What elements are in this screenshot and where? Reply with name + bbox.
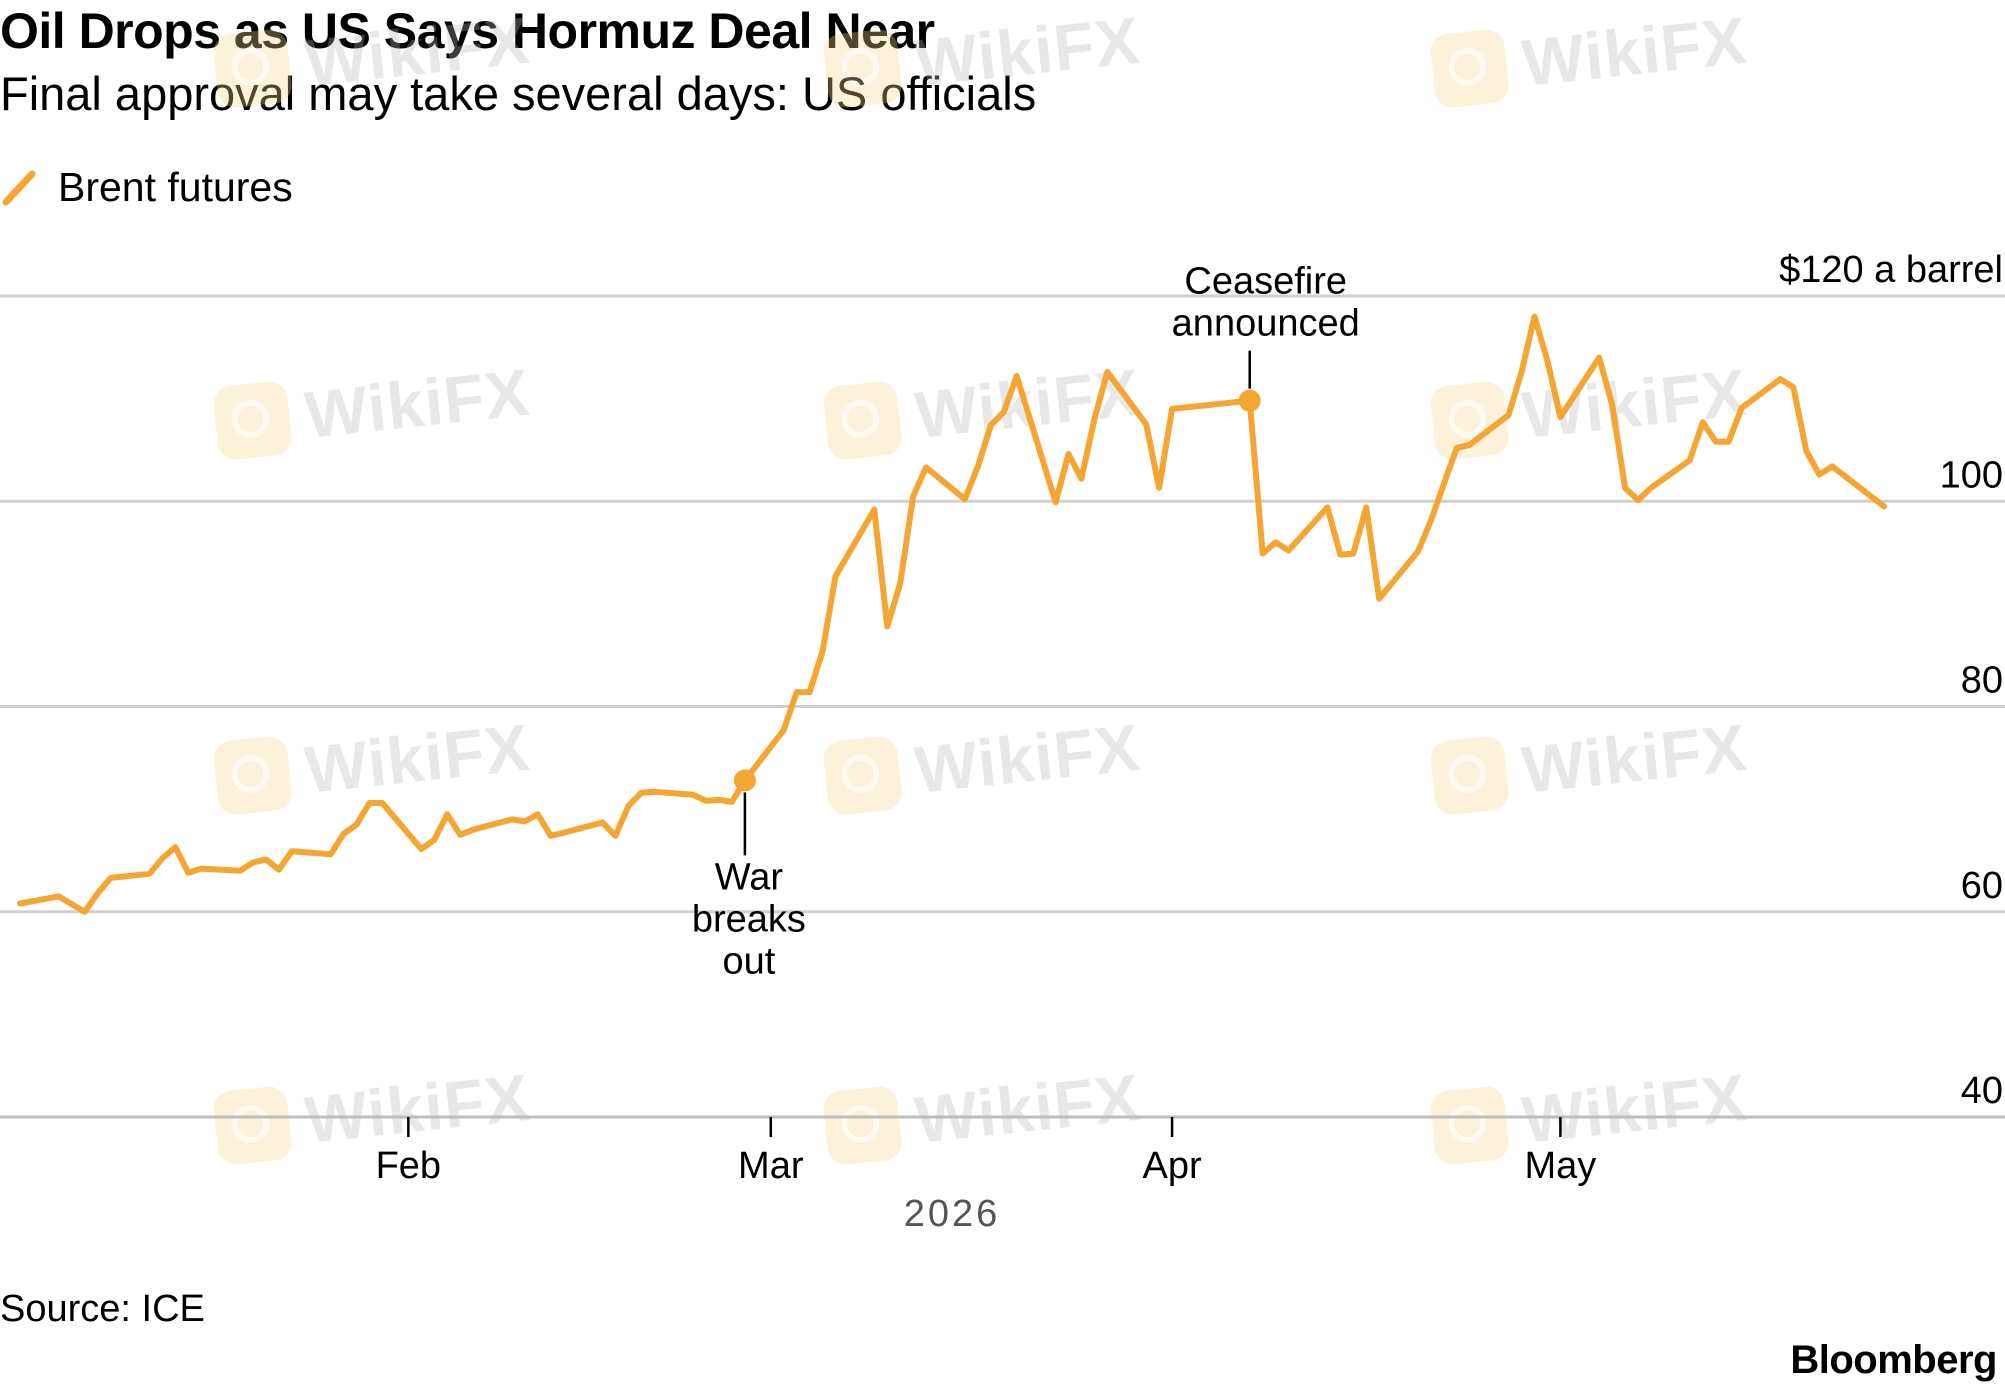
annotation-marker-ceasefire-announced [1238,389,1261,412]
y-tick-label-80: 80 [1961,660,2003,702]
y-tick-label-60: 60 [1961,865,2003,907]
x-axis: Feb Mar Apr May [376,1117,1596,1187]
legend: Brent futures [0,160,293,214]
source-note: Source: ICE [0,1288,205,1330]
annotation-text-war-breaks-out-1: breaks [692,898,806,940]
x-tick-label-may: May [1524,1145,1596,1187]
annotation-text-war-breaks-out-2: out [722,940,775,982]
y-tick-label-120: $120 a barrel [1779,249,2003,291]
x-tick-label-mar: Mar [738,1145,804,1187]
legend-swatch-icon [2,170,36,206]
annotation-text-ceasefire-announced-1: announced [1172,303,1360,345]
y-axis: $120 a barrel 100 80 60 40 [1779,249,2003,1112]
x-tick-label-feb: Feb [376,1145,441,1187]
legend-label-brent-futures: Brent futures [58,163,293,210]
annotation-text-ceasefire-announced-0: Ceasefire [1184,261,1347,303]
x-tick-label-apr: Apr [1142,1145,1201,1187]
annotation-text-war-breaks-out-0: War [715,856,784,898]
chart-subtitle: Final approval may take several days: US… [0,67,1037,120]
brand-logo: Bloomberg [1790,1338,1997,1382]
y-tick-label-100: 100 [1940,454,2003,496]
grid-layer [0,294,2005,1119]
series-line-brent-futures [17,313,1887,915]
annotation-marker-war-breaks-out [733,769,756,792]
series-layer [17,313,1887,915]
chart-title: Oil Drops as US Says Hormuz Deal Near [0,3,935,59]
y-tick-label-40: 40 [1961,1070,2003,1112]
x-axis-label: 2026 [904,1193,1001,1235]
